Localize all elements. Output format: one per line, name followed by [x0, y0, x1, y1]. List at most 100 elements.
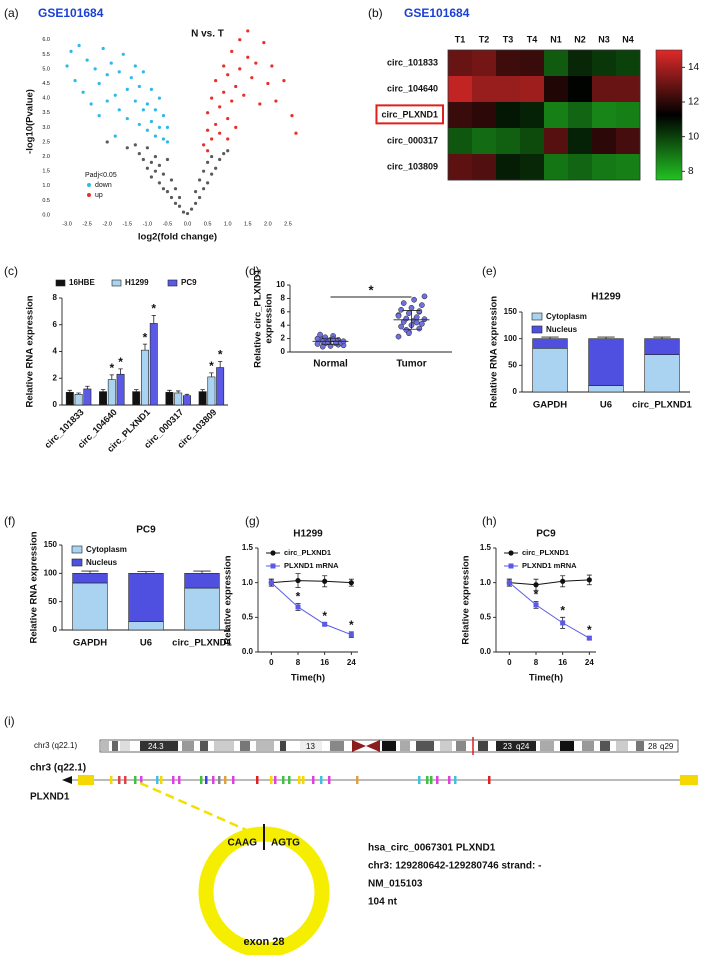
bar-segment: [588, 385, 624, 393]
heatmap-cell: [592, 76, 617, 103]
x-tick-label: 0: [269, 658, 274, 667]
exon: [282, 776, 285, 784]
y-tick-label: 0.5: [480, 612, 492, 621]
point: [137, 84, 141, 89]
y-tick-label: 3.0: [42, 125, 50, 131]
bar: [183, 395, 191, 406]
row-label: circ_000317: [387, 135, 438, 145]
band-label: 13: [306, 742, 315, 751]
y-tick-label: 2: [281, 334, 286, 343]
heatmap-cell: [448, 76, 473, 103]
y-tick-label: 150: [44, 540, 58, 549]
error-bar: [653, 336, 671, 339]
heatmap-cell: [544, 76, 569, 103]
chart-title: PC9: [136, 525, 156, 536]
point: [185, 211, 190, 216]
point: [206, 181, 210, 185]
point: [149, 87, 153, 91]
point: [145, 166, 149, 170]
point: [408, 304, 415, 311]
legend-label: circ_PLXND1: [522, 548, 569, 557]
point: [193, 201, 198, 205]
centromere: [352, 740, 366, 752]
chart-title: N vs. T: [191, 29, 224, 40]
heatmap-cell: [496, 50, 521, 77]
bar-segment: [644, 354, 680, 393]
exon: [140, 776, 143, 784]
point: [234, 125, 238, 129]
point: [246, 55, 250, 59]
y-tick-label: 0.5: [242, 612, 254, 621]
strand-arrow: [62, 776, 72, 784]
exon-label: exon 28: [244, 936, 285, 948]
point: [153, 108, 158, 112]
point: [117, 108, 121, 112]
exon: [448, 776, 451, 784]
exon: [436, 776, 439, 784]
point: [290, 114, 294, 118]
point: [406, 310, 412, 316]
y-axis-label: expression: [264, 293, 275, 343]
legend-label: Nucleus: [86, 558, 118, 567]
exon: [232, 776, 235, 784]
point: [133, 143, 137, 147]
band: [416, 741, 434, 751]
marker: [268, 580, 274, 586]
heatmap-cell: [520, 50, 545, 77]
heatmap-cell: [472, 102, 497, 129]
y-tick-label: 1.5: [242, 543, 254, 552]
y-tick-label: 4.0: [42, 96, 50, 102]
heatmap-cell: [544, 154, 569, 181]
point: [157, 163, 162, 167]
point: [274, 99, 278, 103]
legend-label: PLXND1 mRNA: [522, 561, 577, 570]
row-label: circ_103809: [387, 161, 438, 171]
series-line: [509, 582, 590, 639]
x-tick-label: GAPDH: [73, 638, 107, 649]
bar: [65, 391, 74, 406]
point: [193, 190, 198, 194]
y-tick-label: 0: [281, 347, 286, 356]
point: [121, 52, 125, 56]
exon: [356, 776, 359, 784]
significance: *: [109, 361, 114, 375]
legend-swatch: [531, 325, 543, 334]
y-axis-label: Relative RNA expression: [489, 296, 500, 408]
point: [105, 140, 109, 144]
bar-segment: [72, 573, 108, 584]
marker: [348, 632, 354, 638]
point: [413, 314, 420, 321]
exons: [78, 775, 698, 785]
point: [125, 116, 129, 121]
bar-segment: [128, 573, 164, 622]
band: [456, 741, 466, 751]
y-tick-label: 0: [53, 625, 58, 634]
heatmap-cell: [496, 102, 521, 129]
highlight-box: [375, 104, 444, 125]
bar-segment: [184, 573, 220, 589]
point: [419, 302, 425, 308]
heatmap-cell: [520, 154, 545, 181]
point: [419, 321, 425, 327]
point: [214, 78, 218, 83]
y-tick-label: 8: [281, 294, 286, 303]
legend-swatch: [87, 193, 91, 197]
heatmap-cell: [448, 102, 473, 129]
point: [197, 195, 202, 200]
point: [317, 331, 323, 338]
column-label: N3: [598, 34, 610, 44]
point: [177, 204, 182, 208]
y-tick-label: 0.5: [42, 198, 50, 204]
x-tick-label: 1.5: [244, 221, 252, 227]
panel-label: (c): [4, 264, 18, 278]
y-tick-label: 0.0: [242, 647, 254, 656]
y-tick-label: 100: [504, 334, 518, 343]
heatmap-cell: [544, 128, 569, 155]
point: [214, 166, 218, 170]
marker: [270, 563, 276, 569]
y-axis-label: Relative RNA expression: [29, 531, 40, 643]
point: [202, 169, 206, 173]
x-tick-label: 24: [347, 658, 356, 667]
y-tick-label: 5.0: [42, 66, 50, 72]
exon: [134, 776, 137, 784]
